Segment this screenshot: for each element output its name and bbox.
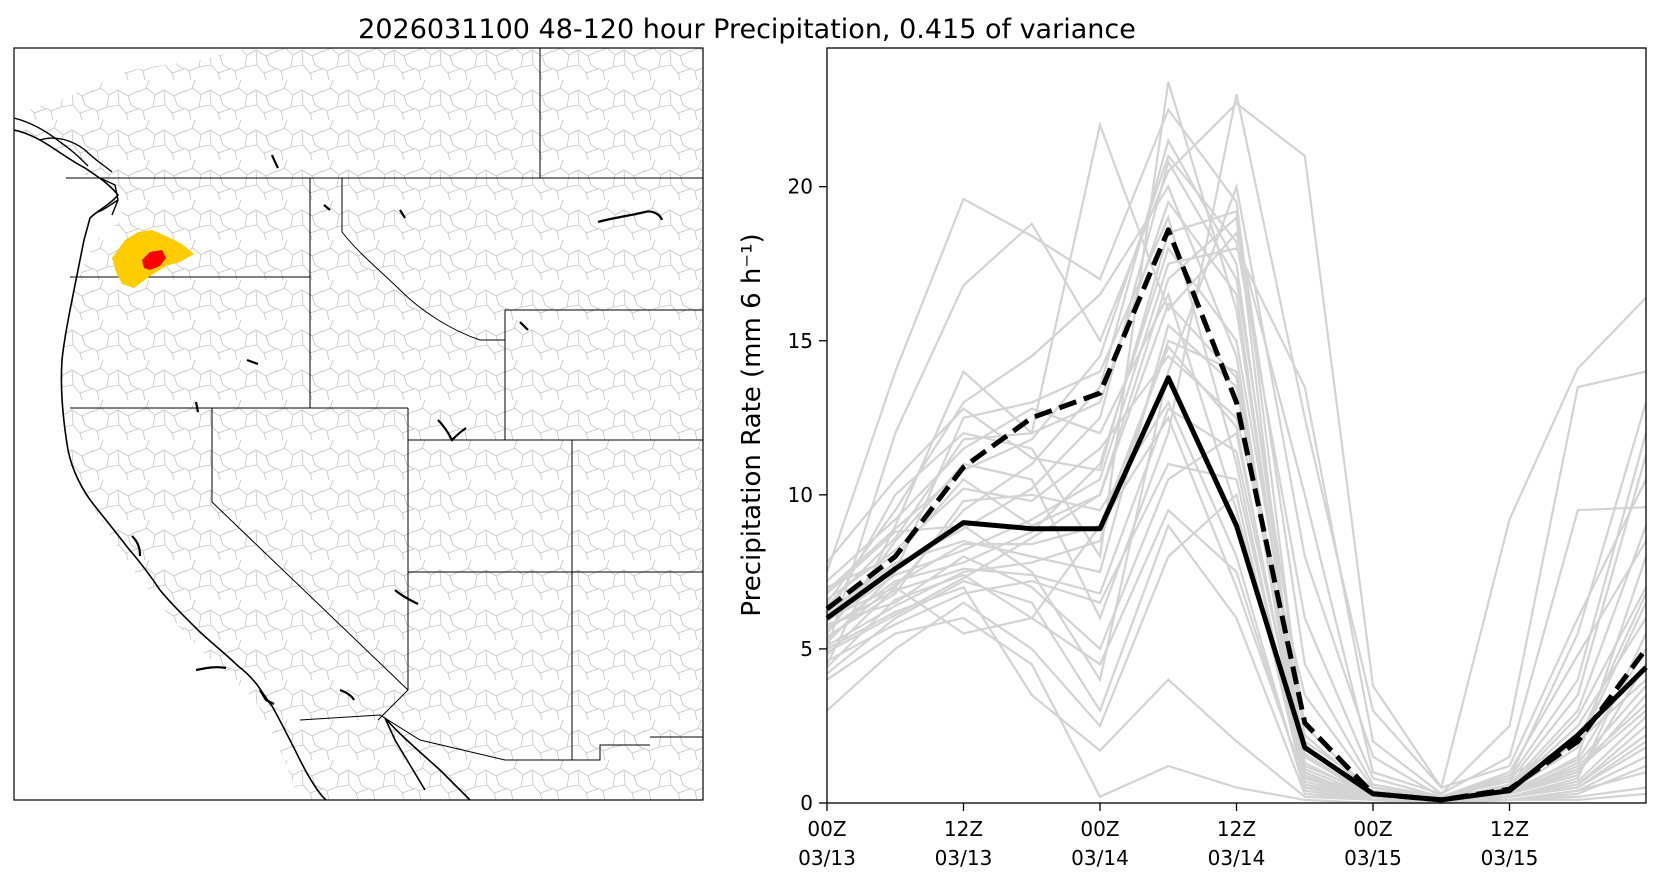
y-tick-label: 20 bbox=[788, 175, 813, 199]
sea-of-cortez bbox=[384, 717, 471, 800]
x-tick-label-time: 00Z bbox=[1353, 817, 1392, 841]
x-tick-label-date: 03/13 bbox=[935, 846, 993, 870]
y-axis-label: Precipitation Rate (mm 6 h⁻¹) bbox=[737, 233, 767, 616]
highlight-core-region bbox=[142, 250, 166, 270]
x-tick-label-time: 12Z bbox=[1217, 817, 1256, 841]
member-line-2 bbox=[825, 102, 1647, 791]
x-tick-label-time: 12Z bbox=[944, 817, 983, 841]
member-line-3 bbox=[826, 121, 1647, 796]
ensemble-member-lines bbox=[825, 81, 1648, 805]
dashed-series-line bbox=[825, 227, 1649, 803]
chart-title: 2026031100 48-120 hour Precipitation, 0.… bbox=[358, 14, 1136, 45]
member-line-30 bbox=[826, 153, 1647, 798]
lakes bbox=[131, 154, 664, 705]
x-axis-ticks: 00Z 03/13 12Z 03/13 00Z 03/14 12Z 03/14 00Z 03/15… bbox=[798, 803, 1538, 870]
member-line-16 bbox=[826, 291, 1647, 802]
y-tick-label: 15 bbox=[788, 329, 813, 353]
member-line-31 bbox=[826, 406, 1647, 802]
member-line-25 bbox=[826, 339, 1647, 802]
map-panel bbox=[13, 47, 704, 801]
basin-texture bbox=[14, 48, 703, 800]
member-line-23 bbox=[826, 247, 1647, 796]
y-tick-label: 10 bbox=[788, 483, 813, 507]
y-tick-label: 5 bbox=[800, 637, 813, 661]
member-line-32 bbox=[826, 301, 1647, 805]
x-tick-label-date: 03/13 bbox=[798, 846, 856, 870]
y-axis-ticks: 0 5 10 15 20 bbox=[788, 175, 827, 815]
member-line-10 bbox=[826, 182, 1647, 798]
x-tick-label-date: 03/15 bbox=[1481, 846, 1539, 870]
state-borders bbox=[66, 48, 703, 761]
chart-panel: 0 5 10 15 20 00Z 03/13 12Z 03/13 00Z 03/14 12Z 03/1… bbox=[737, 47, 1649, 870]
member-line-27 bbox=[826, 508, 1647, 805]
member-line-5 bbox=[826, 93, 1647, 789]
x-tick-label-date: 03/15 bbox=[1344, 846, 1402, 870]
x-tick-label-date: 03/14 bbox=[1208, 846, 1266, 870]
vancouver-island bbox=[14, 117, 89, 167]
map-frame bbox=[13, 47, 704, 801]
y-tick-label: 0 bbox=[800, 791, 813, 815]
member-line-21 bbox=[826, 354, 1648, 798]
highlight-series-lines bbox=[825, 227, 1649, 803]
x-tick-label-time: 12Z bbox=[1490, 817, 1529, 841]
x-tick-label-time: 00Z bbox=[1080, 817, 1119, 841]
member-line-7 bbox=[826, 137, 1648, 802]
x-tick-label-time: 00Z bbox=[807, 817, 846, 841]
puget-sound bbox=[39, 137, 119, 216]
member-line-26 bbox=[826, 209, 1648, 798]
x-tick-label-date: 03/14 bbox=[1071, 846, 1129, 870]
